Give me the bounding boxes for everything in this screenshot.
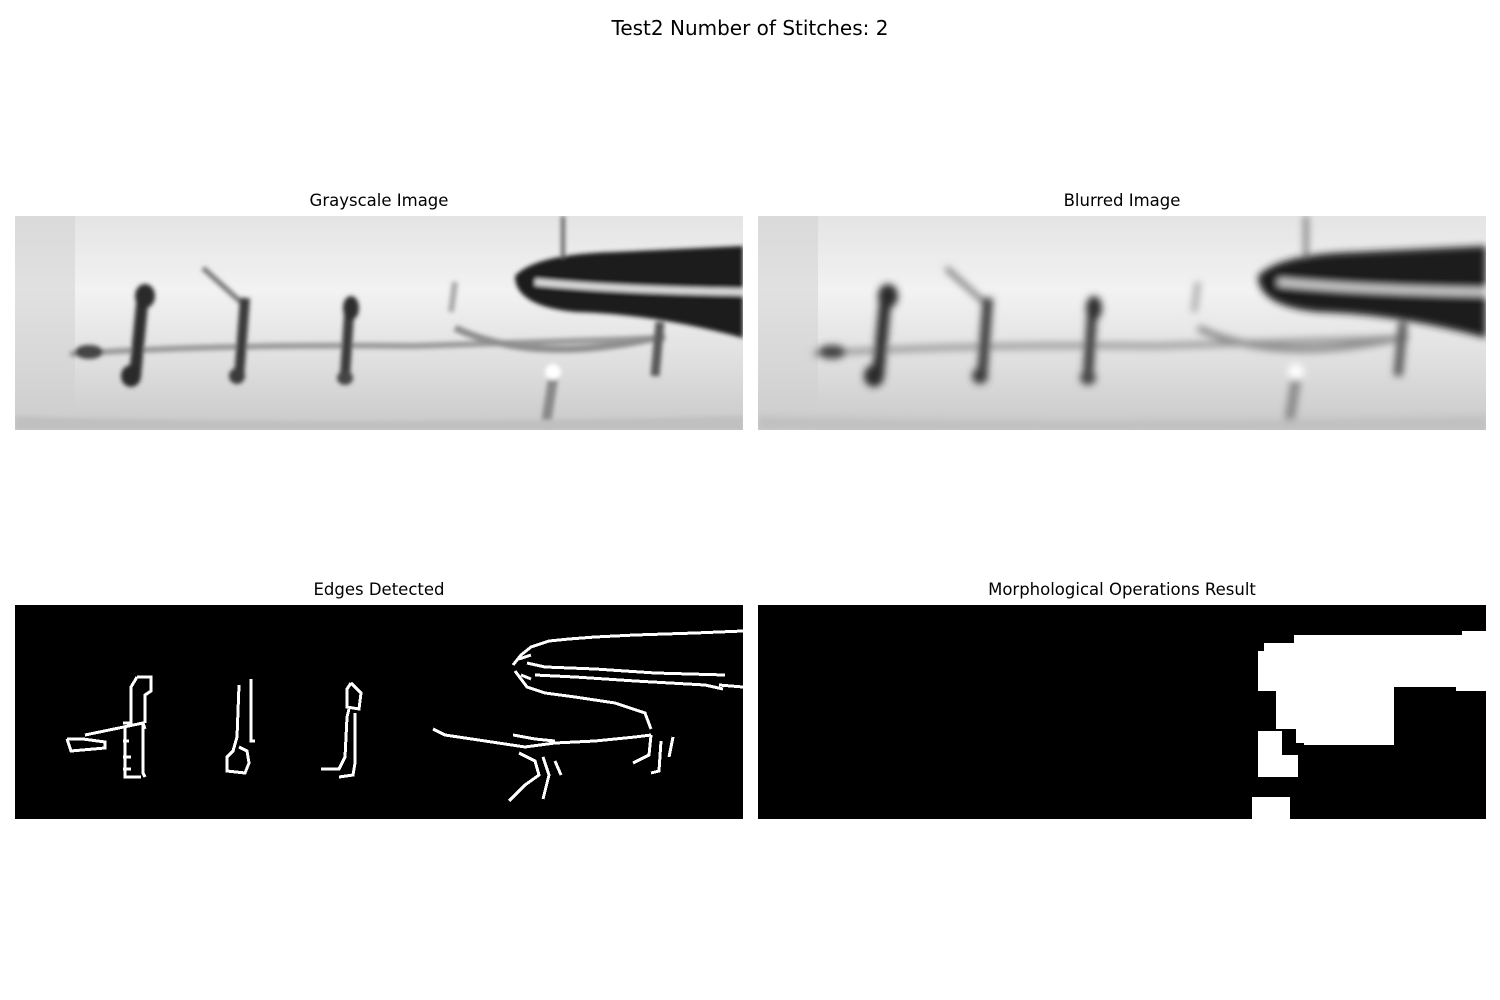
morph-panel-title: Morphological Operations Result	[988, 580, 1256, 599]
morphology-image	[758, 605, 1486, 819]
edges-image	[15, 605, 743, 819]
grayscale-panel-title: Grayscale Image	[309, 191, 449, 210]
edges-panel-title: Edges Detected	[313, 580, 445, 599]
grayscale-image	[15, 216, 743, 430]
blurred-image	[758, 216, 1486, 430]
figure-title: Test2 Number of Stitches: 2	[611, 16, 889, 40]
blurred-panel-title: Blurred Image	[1063, 191, 1181, 210]
